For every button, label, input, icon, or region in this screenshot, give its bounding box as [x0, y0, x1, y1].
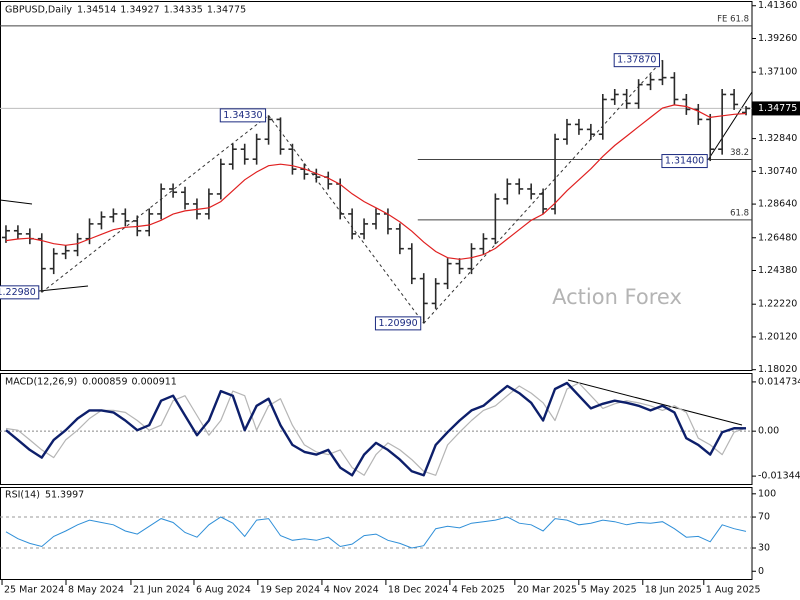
moving-average: [5, 104, 747, 260]
x-tick-label: 5 May 2025: [581, 585, 637, 596]
y-tick-label: 1.26480: [758, 232, 797, 243]
x-tick-label: 4 Nov 2024: [324, 585, 379, 596]
y-tick-label: 1.28640: [758, 199, 797, 210]
trendline: [567, 379, 743, 426]
macd-line: [5, 381, 747, 477]
watermark: Action Forex: [552, 285, 682, 309]
annotation-label: 1.34330: [223, 110, 262, 121]
y-tick-label: 0.014734: [758, 376, 800, 387]
x-tick-label: 21 Jun 2024: [133, 585, 190, 596]
y-tick-label: 1.18020: [758, 364, 797, 375]
annotation-box: [613, 53, 660, 68]
zigzag-line: [268, 115, 425, 324]
x-tick-label: 19 Sep 2024: [260, 585, 320, 596]
y-tick-label: -0.013442: [758, 471, 800, 482]
y-tick-label: 1.39260: [758, 33, 797, 44]
x-tick-label: 6 Aug 2024: [196, 585, 251, 596]
level-label: 38.2: [730, 148, 749, 158]
y-tick-label: 70: [758, 512, 770, 523]
panel-title: GBPUSD,Daily: [5, 5, 72, 16]
header-value: 1.34514: [77, 5, 116, 16]
annotation-box: [661, 154, 708, 169]
x-tick-label: 4 Feb 2025: [452, 585, 505, 596]
x-tick-label: 1 Aug 2025: [706, 585, 761, 596]
level-label: FE 61.8: [717, 14, 749, 24]
x-tick-label: 18 Dec 2024: [388, 585, 449, 596]
y-tick-label: 100: [758, 488, 776, 499]
y-tick-label: 1.24380: [758, 265, 797, 276]
macd-panel-frame: [0, 373, 753, 485]
annotation-label: 1.22980: [0, 287, 36, 298]
header-value: 0.000859: [82, 377, 127, 388]
header-value: 0.000911: [132, 377, 177, 388]
y-tick-label: 1.20120: [758, 331, 797, 342]
y-tick-label: 1.41360: [758, 0, 797, 11]
rsi-line: [5, 516, 747, 549]
panel-title: RSI(14): [5, 490, 40, 501]
annotation-label: 1.20990: [378, 318, 417, 329]
y-tick-label: 1.37100: [758, 67, 797, 78]
y-tick-label: 1.30740: [758, 166, 797, 177]
x-tick-label: 20 Mar 2025: [517, 585, 577, 596]
trendline: [0, 199, 33, 205]
annotation-label: 1.37870: [617, 55, 656, 66]
annotation-box: [374, 316, 422, 331]
header-value: 1.34927: [120, 5, 159, 16]
header-value: 51.3997: [45, 490, 84, 501]
level-label: 61.8: [730, 208, 749, 218]
y-tick-label: 1.22220: [758, 299, 797, 310]
price-panel-frame: [0, 1, 753, 371]
y-tick-label: 0.00: [758, 426, 779, 437]
current-price-box: [752, 101, 800, 116]
x-tick-label: 25 Mar 2024: [4, 585, 64, 596]
annotation-box: [0, 285, 40, 300]
header-value: 1.34775: [207, 5, 246, 16]
annotation-box: [219, 108, 267, 123]
y-tick-label: 0: [758, 566, 764, 577]
rsi-panel-frame: [0, 487, 753, 580]
zigzag-line: [423, 59, 663, 324]
y-tick-label: 1.32840: [758, 133, 797, 144]
x-tick-label: 8 May 2024: [68, 585, 124, 596]
annotation-label: 1.31400: [665, 156, 704, 167]
header-value: 1.34335: [164, 5, 203, 16]
trendline: [707, 91, 753, 161]
y-tick-label: 30: [758, 543, 770, 554]
x-tick-label: 18 Jun 2025: [645, 585, 702, 596]
current-price-label: 1.34775: [758, 103, 797, 114]
panel-title: MACD(12,26,9): [5, 377, 77, 388]
